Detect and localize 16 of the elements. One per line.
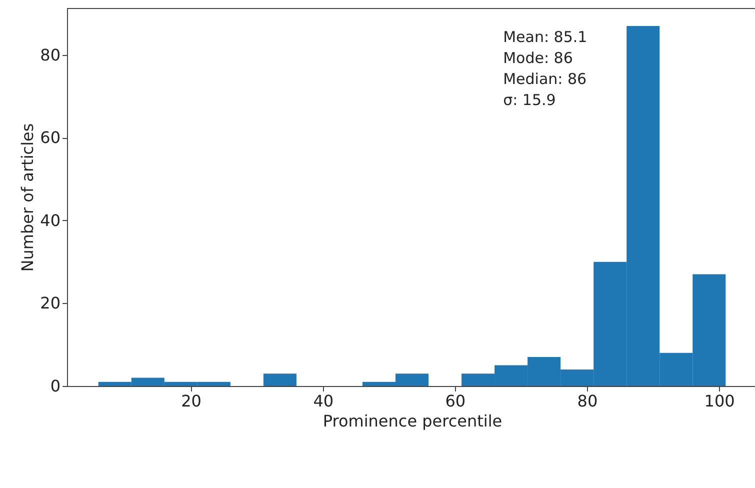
x-axis-title: Prominence percentile (322, 412, 502, 430)
y-tick-label: 60 (40, 128, 60, 148)
x-tick-label: 80 (577, 392, 598, 410)
y-tick-label: 20 (40, 294, 60, 313)
annotation: Median: 86 (503, 70, 587, 88)
annotation: σ: 15.9 (503, 91, 556, 109)
x-tick-label: 20 (181, 392, 202, 410)
annotation: Mean: 85.1 (503, 28, 588, 46)
y-tick-label: 80 (40, 45, 60, 64)
x-tick-label: 100 (704, 392, 735, 410)
y-tick-label: 40 (40, 210, 60, 230)
y-tick-label: 0 (50, 376, 60, 396)
annotation: Mode: 86 (503, 49, 573, 67)
x-tick-label: 40 (313, 392, 334, 410)
x-tick-label: 60 (445, 392, 466, 410)
y-axis-title: Number of articles (18, 123, 38, 272)
